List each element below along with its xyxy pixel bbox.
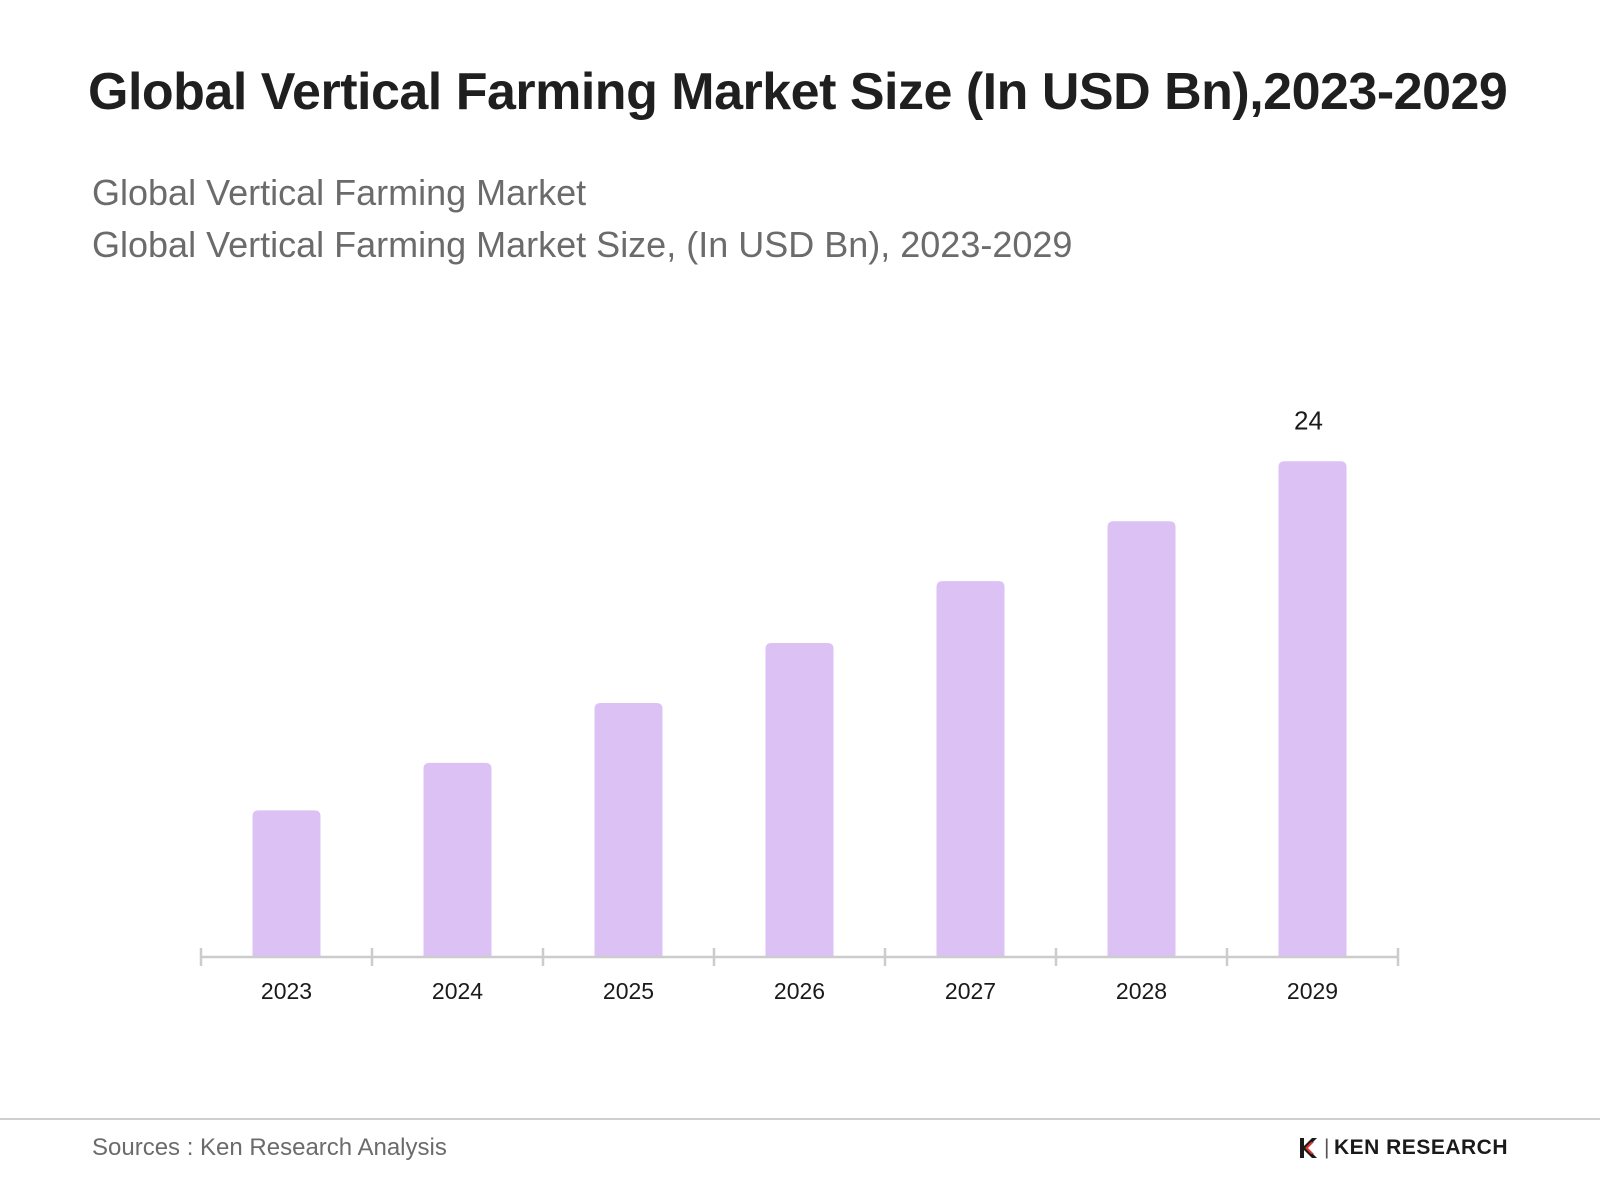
- chart-title: Global Vertical Farming Market Size (In …: [88, 63, 1508, 121]
- bar-2024: [423, 762, 492, 957]
- bar-group: [252, 461, 1347, 957]
- ken-research-logo-icon: [1300, 1138, 1317, 1158]
- source-note: Sources : Ken Research Analysis: [92, 1134, 447, 1161]
- bar-2025: [594, 702, 663, 957]
- x-tick-label-2026: 2026: [774, 978, 825, 1004]
- bar-chart: 2023 2024 2025 2026 2027 2028 2029 24: [199, 405, 1400, 1004]
- chart-subtitle-primary: Global Vertical Farming Market: [92, 172, 587, 213]
- bar-2028: [1107, 521, 1176, 957]
- bar-2023: [252, 810, 321, 957]
- x-axis: [199, 948, 1400, 966]
- bar-2029: [1278, 461, 1347, 957]
- x-tick-label-2023: 2023: [261, 978, 312, 1004]
- x-tick-label-2029: 2029: [1287, 978, 1338, 1004]
- data-label-2029: 24: [1294, 405, 1323, 435]
- chart-subtitle-secondary: Global Vertical Farming Market Size, (In…: [92, 224, 1073, 265]
- x-tick-label-2028: 2028: [1116, 978, 1167, 1004]
- x-tick-label-2027: 2027: [945, 978, 996, 1004]
- brand-separator: |: [1324, 1136, 1330, 1159]
- bar-2026: [765, 643, 834, 957]
- x-tick-label-2025: 2025: [603, 978, 654, 1004]
- label-group: 2023 2024 2025 2026 2027 2028 2029 24: [261, 405, 1338, 1004]
- x-tick-label-2024: 2024: [432, 978, 483, 1004]
- footer-divider: [0, 1118, 1600, 1120]
- brand-name: KEN RESEARCH: [1333, 1136, 1508, 1159]
- brand-logo: | KEN RESEARCH: [1298, 1136, 1508, 1160]
- bar-2027: [936, 581, 1005, 957]
